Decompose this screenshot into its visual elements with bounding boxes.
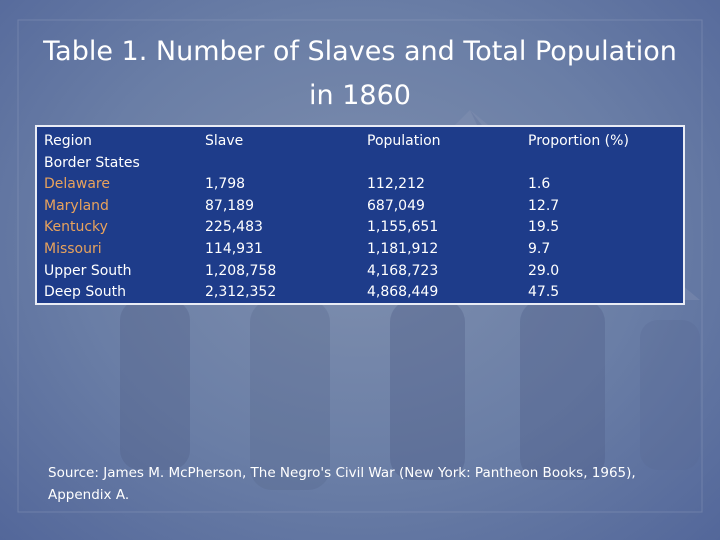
- row-proportion: 19.5: [528, 219, 560, 236]
- row-region: Missouri: [44, 240, 102, 257]
- row-region: Kentucky: [44, 219, 108, 236]
- source-citation: Source: James M. McPherson, The Negro's …: [48, 465, 636, 503]
- proportion-column: Proportion (%) 1.6 12.7 19.5 9.7 29.0 47…: [528, 131, 629, 304]
- row-population: 4,868,449: [367, 284, 439, 301]
- row-proportion: [528, 153, 629, 175]
- row-region: Maryland: [44, 197, 109, 214]
- region-column: Region Border States Delaware Maryland K…: [44, 131, 140, 304]
- header-proportion: Proportion (%): [528, 133, 629, 149]
- row-proportion: 9.7: [528, 240, 551, 257]
- row-population: 112,212: [367, 176, 425, 193]
- slave-column: Slave 1,798 87,189 225,483 114,931 1,208…: [205, 131, 276, 304]
- row-population: 687,049: [367, 197, 425, 214]
- row-proportion: 1.6: [528, 176, 551, 193]
- data-table: Region Border States Delaware Maryland K…: [35, 125, 685, 305]
- row-slave: [205, 153, 276, 175]
- row-proportion: 12.7: [528, 197, 560, 214]
- slide-title: Table 1. Number of Slaves and Total Popu…: [43, 36, 677, 111]
- row-region: Upper South: [44, 262, 132, 279]
- row-slave: 114,931: [205, 240, 263, 257]
- row-region: Deep South: [44, 284, 127, 301]
- row-slave: 2,312,352: [205, 284, 277, 301]
- row-population: 1,181,912: [367, 240, 439, 257]
- row-slave: 1,208,758: [205, 262, 277, 279]
- row-slave: 1,798: [205, 176, 246, 193]
- header-population: Population: [367, 133, 441, 149]
- row-slave: 225,483: [205, 219, 263, 236]
- row-proportion: 29.0: [528, 262, 560, 279]
- row-slave: 87,189: [205, 197, 254, 214]
- row-population: 1,155,651: [367, 219, 439, 236]
- row-proportion: 47.5: [528, 284, 560, 301]
- row-region: Delaware: [44, 176, 110, 193]
- row-population: [367, 153, 441, 175]
- population-column: Population 112,212 687,049 1,155,651 1,1…: [367, 131, 441, 304]
- row-region: Border States: [44, 154, 140, 171]
- row-population: 4,168,723: [367, 262, 439, 279]
- header-slave: Slave: [205, 133, 244, 149]
- header-region: Region: [44, 133, 92, 149]
